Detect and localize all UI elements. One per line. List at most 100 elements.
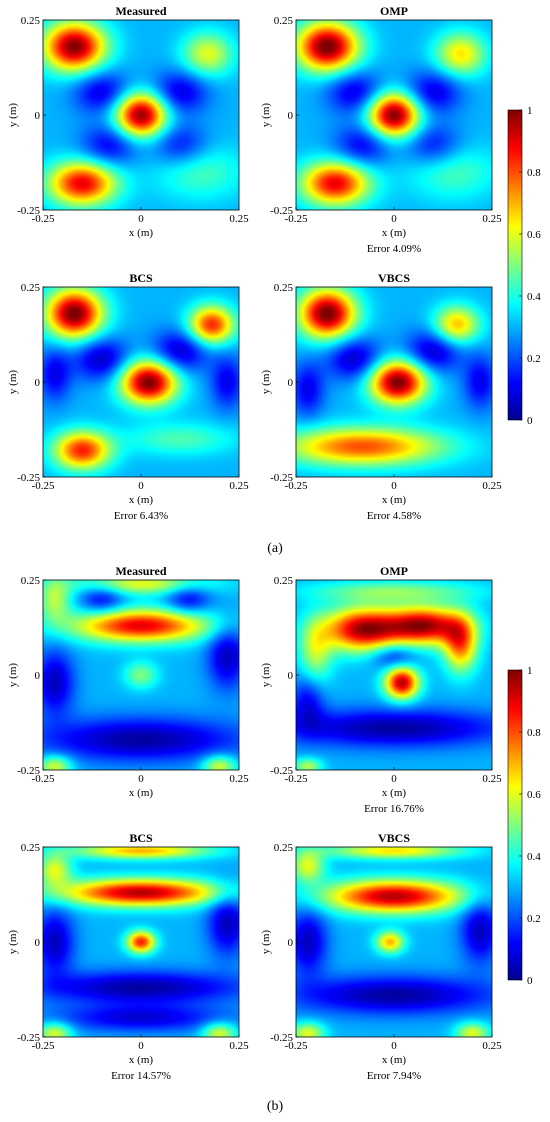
colorbar: 0 0.2 0.4 0.6 0.8 1: [507, 665, 541, 987]
x-tick-label: -0.25: [32, 773, 55, 785]
y-tick-label: 0.25: [274, 842, 294, 854]
error-label: Error 14.57%: [111, 1070, 171, 1082]
y-axis-label: y (m): [7, 663, 19, 687]
error-label: Error 6.43%: [114, 510, 168, 522]
figure-group-b: Measured-0.25 0 0.250.250-0.25x (m)y (m)OM…: [7, 564, 541, 1114]
y-axis-label: y (m): [260, 930, 272, 954]
x-axis-label: x (m): [382, 787, 406, 799]
panel-title: BCS: [129, 831, 153, 845]
y-axis-label: y (m): [7, 370, 19, 394]
y-axis-label: y (m): [260, 663, 272, 687]
y-tick-label: 0.25: [274, 15, 294, 27]
colorbar-tick-label: 0.4: [527, 291, 541, 303]
x-tick-label: -0.25: [285, 773, 308, 785]
y-tick-label: 0.25: [21, 842, 41, 854]
subfigure-label: (b): [267, 1099, 284, 1114]
y-tick-label: 0.25: [274, 282, 294, 294]
y-tick-label: -0.25: [17, 765, 40, 777]
heatmap-panel: Measured -0.25 0 0.25 0.25 0 -0.25 x (m) y (m): [7, 564, 249, 799]
x-axis-label: x (m): [129, 494, 153, 506]
x-tick-label: 0: [391, 1040, 397, 1052]
heatmap-image: [296, 847, 492, 1037]
x-tick-label: 0: [138, 1040, 144, 1052]
colorbar-tick-label: 0.6: [527, 229, 541, 241]
colorbar-tick-label: 0.2: [527, 913, 541, 925]
y-tick-label: 0: [288, 377, 294, 389]
x-axis-label: x (m): [129, 787, 153, 799]
heatmap-image: [43, 20, 239, 210]
x-tick-label: -0.25: [32, 213, 55, 225]
x-axis-label: x (m): [129, 1054, 153, 1066]
heatmap-image: [296, 580, 492, 770]
y-axis-label: y (m): [260, 370, 272, 394]
heatmap-panel: VBCS -0.25 0 0.25 0.25 0 -0.25 x (m) y (m) Error …: [260, 271, 502, 522]
heatmap-panel: Measured -0.25 0 0.25 0.25 0 -0.25 x (m) y (m): [7, 4, 249, 239]
y-axis-label: y (m): [260, 103, 272, 127]
y-tick-label: 0: [35, 937, 41, 949]
y-tick-label: -0.25: [270, 205, 293, 217]
x-tick-label: 0.25: [229, 480, 249, 492]
x-axis-label: x (m): [129, 227, 153, 239]
colorbar-tick-label: 0.2: [527, 353, 541, 365]
heatmap-panel: OMP -0.25 0 0.25 0.25 0 -0.25 x (m) y (m) Error 4…: [260, 4, 502, 255]
x-axis-label: x (m): [382, 494, 406, 506]
panel-title: BCS: [129, 271, 153, 285]
colorbar-tick-label: 0.8: [527, 167, 541, 179]
y-tick-label: 0.25: [21, 15, 41, 27]
heatmap-panel: OMP -0.25 0 0.25 0.25 0 -0.25 x (m) y (m) Error 1…: [260, 564, 502, 815]
x-tick-label: 0: [138, 480, 144, 492]
panel-title: VBCS: [378, 831, 410, 845]
x-tick-label: -0.25: [285, 213, 308, 225]
colorbar-tick-label: 0: [527, 415, 533, 427]
y-axis-label: y (m): [7, 930, 19, 954]
y-tick-label: 0.25: [21, 282, 41, 294]
colorbar-tick-label: 1: [527, 105, 533, 117]
y-tick-label: -0.25: [270, 472, 293, 484]
y-axis-label: y (m): [7, 103, 19, 127]
colorbar-bar: [507, 109, 523, 421]
colorbar-tick-label: 0.8: [527, 727, 541, 739]
y-tick-label: -0.25: [270, 765, 293, 777]
x-tick-label: -0.25: [32, 480, 55, 492]
y-tick-label: 0: [35, 670, 41, 682]
heatmap-panel: VBCS -0.25 0 0.25 0.25 0 -0.25 x (m) y (m) Error …: [260, 831, 502, 1082]
heatmap-image: [43, 287, 239, 477]
y-tick-label: 0: [35, 377, 41, 389]
x-tick-label: 0.25: [482, 213, 502, 225]
x-axis-label: x (m): [382, 227, 406, 239]
x-tick-label: 0.25: [229, 213, 249, 225]
x-tick-label: 0: [391, 213, 397, 225]
heatmap-image: [43, 847, 239, 1037]
y-tick-label: 0.25: [21, 575, 41, 587]
y-tick-label: 0: [288, 670, 294, 682]
y-tick-label: 0: [288, 110, 294, 122]
y-tick-label: -0.25: [270, 1032, 293, 1044]
colorbar-bar: [507, 669, 523, 981]
heatmap-image: [43, 580, 239, 770]
x-tick-label: -0.25: [285, 480, 308, 492]
heatmap-panel: BCS -0.25 0 0.25 0.25 0 -0.25 x (m) y (m) Error 6…: [7, 271, 249, 522]
y-tick-label: -0.25: [17, 472, 40, 484]
panel-title: Measured: [115, 4, 166, 18]
x-tick-label: 0: [391, 773, 397, 785]
x-tick-label: 0.25: [229, 1040, 249, 1052]
heatmap-image: [296, 20, 492, 210]
heatmap-image: [296, 287, 492, 477]
x-tick-label: 0: [138, 773, 144, 785]
x-tick-label: 0: [391, 480, 397, 492]
y-tick-label: 0.25: [274, 575, 294, 587]
x-tick-label: 0: [138, 213, 144, 225]
panel-title: VBCS: [378, 271, 410, 285]
panel-title: OMP: [380, 4, 408, 18]
x-tick-label: -0.25: [32, 1040, 55, 1052]
figure-group-a: Measured -0.25 0 0.25 0.25 0 -0.25 x (m) y (m) OM…: [7, 4, 541, 556]
colorbar-tick-label: 1: [527, 665, 533, 677]
panel-title: Measured: [115, 564, 166, 578]
x-tick-label: 0.25: [482, 1040, 502, 1052]
colorbar-tick-label: 0: [527, 975, 533, 987]
colorbar-tick-label: 0.4: [527, 851, 541, 863]
y-tick-label: -0.25: [17, 205, 40, 217]
x-tick-label: 0.25: [482, 480, 502, 492]
